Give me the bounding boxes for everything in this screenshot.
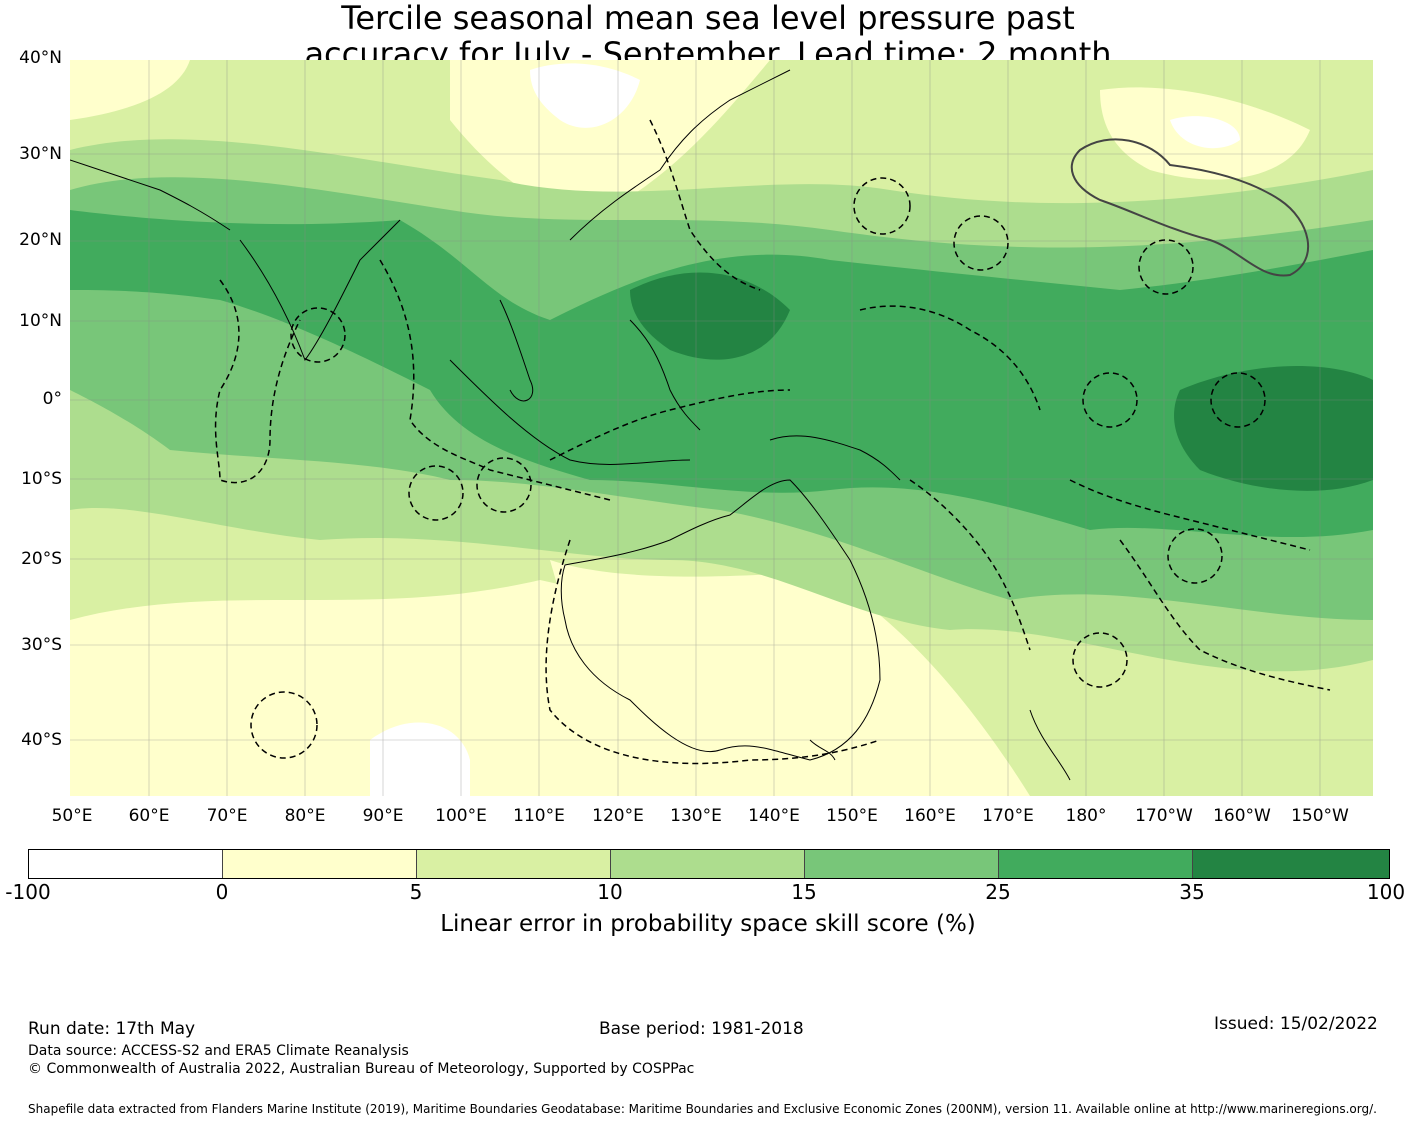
- lon-label-100e: 100°E: [435, 806, 487, 826]
- eez-sri-lanka: [290, 307, 346, 363]
- region-nw-pale: [70, 60, 190, 120]
- colorbar: [28, 849, 1390, 879]
- lat-label-30s: 30°S: [21, 635, 62, 655]
- lon-label-170e: 170°E: [982, 806, 1034, 826]
- eez-micronesia: [859, 305, 1041, 411]
- lat-label-10s: 10°S: [21, 469, 62, 489]
- lon-label-110e: 110°E: [513, 806, 565, 826]
- colorbar-tick-neg100: -100: [5, 880, 51, 904]
- eez-hawaii: [1070, 138, 1309, 277]
- region-australia-pale: [550, 560, 883, 774]
- arabia-coast: [70, 159, 231, 231]
- colorbar-segment-neg: [29, 850, 223, 878]
- map-title-line1: Tercile seasonal mean sea level pressure…: [341, 0, 1075, 37]
- lat-label-equator: 0°: [42, 389, 62, 409]
- region-npac-negative: [1170, 116, 1240, 149]
- eez-cocos-island: [408, 465, 464, 521]
- lon-label-130e: 130°E: [670, 806, 722, 826]
- coastlines: [70, 69, 1071, 781]
- eez-boundaries: [214, 119, 1331, 765]
- lon-label-180: 180°: [1065, 806, 1107, 826]
- lon-label-140e: 140°E: [748, 806, 800, 826]
- colorbar-tick-100: 100: [1366, 880, 1406, 904]
- lat-label-40n: 40°N: [19, 48, 62, 68]
- lon-label-160w: 160°W: [1213, 806, 1271, 826]
- copyright: © Commonwealth of Australia 2022, Austra…: [28, 1061, 695, 1077]
- colorbar-tick-35: 35: [1179, 880, 1205, 904]
- eez-indonesia: [549, 389, 791, 461]
- eez-polynesia: [1069, 479, 1311, 551]
- lat-label-10n: 10°N: [19, 311, 62, 331]
- lon-label-150w: 150°W: [1291, 806, 1349, 826]
- lon-label-160e: 160°E: [904, 806, 956, 826]
- tasmania-coast: [809, 739, 836, 761]
- region-central-pacific-35: [1174, 366, 1373, 491]
- colorbar-segment-0-5: [223, 850, 417, 878]
- eez-christmas-island: [476, 457, 532, 513]
- eez-johnston-atoll: [1138, 239, 1194, 295]
- colorbar-segment-5-10: [417, 850, 611, 878]
- sumatra-java-coast: [449, 359, 691, 465]
- lon-label-150e: 150°E: [826, 806, 878, 826]
- region-philippine-sea-35: [630, 272, 790, 360]
- eez-marcus-island: [853, 177, 911, 235]
- graticule: [70, 60, 1373, 796]
- colorbar-tick-10: 10: [597, 880, 623, 904]
- eez-south-pacific: [1119, 539, 1331, 691]
- lon-label-60e: 60°E: [128, 806, 170, 826]
- lon-label-80e: 80°E: [284, 806, 326, 826]
- colorbar-label: Linear error in probability space skill …: [440, 911, 976, 937]
- region-south-negative: [370, 722, 470, 796]
- lon-label-120e: 120°E: [592, 806, 644, 826]
- eez-amsterdam-island: [250, 691, 318, 759]
- lon-label-70e: 70°E: [206, 806, 248, 826]
- new-guinea-coast: [769, 435, 901, 481]
- malay-peninsula-coast: [499, 299, 534, 402]
- eez-japan: [649, 119, 761, 291]
- australia-coast: [560, 479, 881, 761]
- new-zealand-coast: [1029, 709, 1071, 781]
- colorbar-segment-15-25: [805, 850, 999, 878]
- colorbar-segment-10-15: [611, 850, 805, 878]
- colorbar-segment-35-100: [1193, 850, 1389, 878]
- philippines-coast: [629, 319, 701, 431]
- lat-label-30n: 30°N: [19, 144, 62, 164]
- map-title: Tercile seasonal mean sea level pressure…: [0, 0, 1416, 72]
- shapefile-credit: Shapefile data extracted from Flanders M…: [28, 1102, 1377, 1116]
- issued-date: Issued: 15/02/2022: [1214, 1014, 1378, 1034]
- colorbar-tick-0: 0: [215, 880, 229, 904]
- east-asia-coast: [569, 69, 791, 241]
- colorbar-tick-5: 5: [409, 880, 423, 904]
- eez-australia: [545, 539, 881, 765]
- india-coast: [239, 219, 401, 362]
- eez-melanesia: [909, 479, 1031, 651]
- eez-bay-of-bengal: [379, 259, 611, 501]
- eez-wake-island: [953, 215, 1009, 271]
- region-japan-negative: [530, 63, 640, 128]
- region-north-pale: [450, 60, 770, 220]
- colorbar-segment-25-35: [999, 850, 1193, 878]
- eez-baker-island: [1082, 372, 1138, 428]
- map-canvas: [70, 60, 1373, 796]
- lat-label-20n: 20°N: [19, 230, 62, 250]
- eez-cook-islands: [1167, 528, 1223, 584]
- data-source: Data source: ACCESS-S2 and ERA5 Climate …: [28, 1043, 409, 1059]
- lon-label-90e: 90°E: [362, 806, 404, 826]
- eez-kermadec-islands: [1072, 632, 1128, 688]
- lon-label-170w: 170°W: [1135, 806, 1193, 826]
- colorbar-tick-25: 25: [985, 880, 1011, 904]
- colorbar-tick-15: 15: [791, 880, 817, 904]
- lat-label-20s: 20°S: [21, 549, 62, 569]
- lat-label-40s: 40°S: [21, 730, 62, 750]
- skill-score-map: [70, 60, 1373, 796]
- eez-kiribati-line-islands: [1210, 372, 1266, 428]
- lon-label-50e: 50°E: [51, 806, 93, 826]
- run-date: Run date: 17th May: [28, 1019, 196, 1039]
- base-period: Base period: 1981-2018: [599, 1019, 804, 1039]
